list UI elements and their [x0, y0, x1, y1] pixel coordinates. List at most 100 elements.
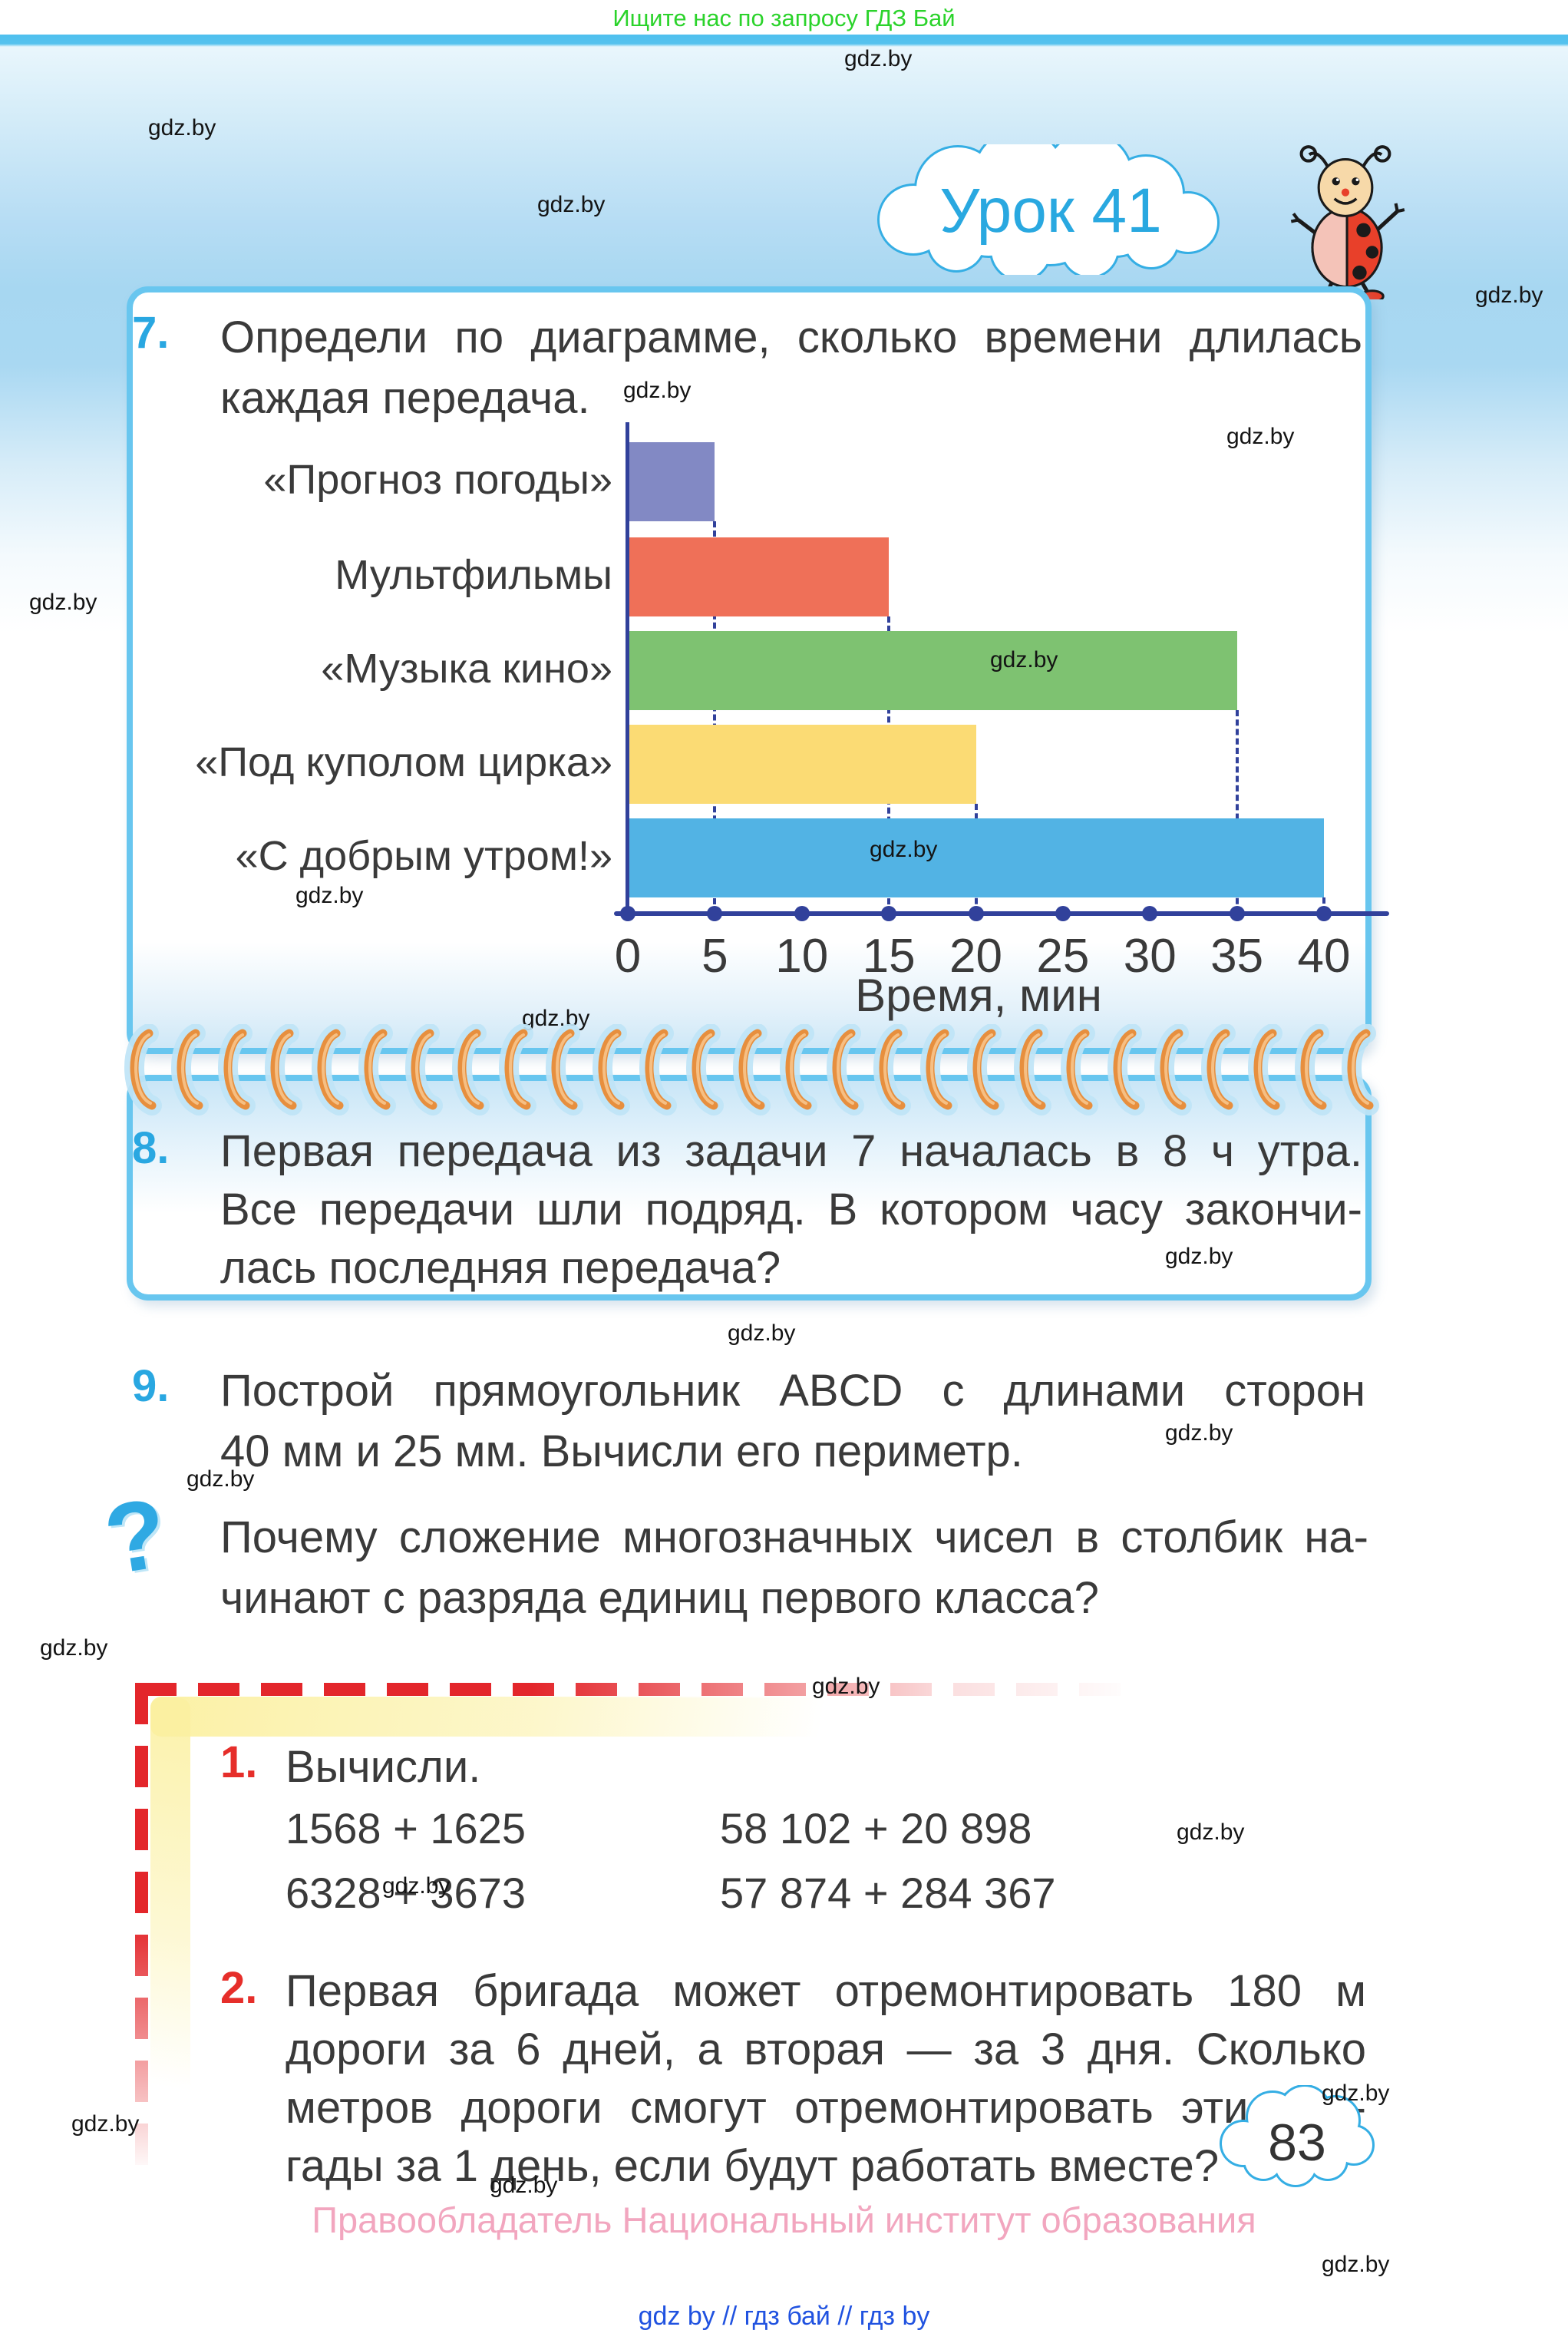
expression: 6328 + 3673	[286, 1869, 526, 1917]
chart-bar	[629, 818, 1324, 897]
text-line: лась последняя передача?	[220, 1243, 781, 1293]
frame-glow-horizontal	[150, 1697, 1010, 1737]
chart-dashed-guide	[1235, 710, 1239, 914]
chart-category-label: «Под куполом цирка»	[195, 739, 612, 785]
problem-2-text: Первая бригада может отремонтировать 180…	[286, 1962, 1366, 2196]
spiral-binding	[123, 1024, 1401, 1116]
chart-tick-label: 0	[614, 930, 642, 983]
chart-tick-label: 20	[949, 930, 1002, 983]
chart-category-label: «С добрым утром!»	[235, 832, 612, 879]
chart-bar	[629, 442, 715, 521]
page-number-cloud	[1220, 2085, 1375, 2187]
chart-tick-label: 10	[775, 930, 829, 983]
chart-axis-tick-dot	[968, 906, 984, 921]
expression: 58 102 + 20 898	[720, 1804, 1032, 1852]
watermark: gdz.by	[990, 647, 1058, 673]
text-line: дороги за 6 дней, а вторая — за 3 дня. С…	[286, 2024, 1366, 2074]
chart-category-label: «Прогноз погоды»	[263, 456, 612, 503]
watermark: gdz.by	[1165, 1244, 1233, 1269]
watermark: gdz.by	[382, 1873, 451, 1899]
watermark: gdz.by	[812, 1674, 880, 1699]
chart-axis-tick-dot	[620, 906, 635, 921]
problem-7-number: 7.	[132, 308, 170, 358]
chart-axis-tick-dot	[707, 906, 723, 921]
problem-9-number: 9.	[132, 1361, 170, 1411]
text-line: Все передачи шли подряд. В котором часу …	[220, 1185, 1362, 1234]
watermark: gdz.by	[537, 192, 606, 217]
problem-1-title: Вычисли.	[286, 1742, 481, 1792]
footer-links[interactable]: gdz by // гдз бай // гдз by	[638, 2302, 930, 2331]
lesson-cloud	[877, 144, 1220, 275]
problem-2-number: 2.	[220, 1963, 258, 2013]
watermark: gdz.by	[1322, 2252, 1390, 2277]
watermark: gdz.by	[1165, 1420, 1233, 1446]
watermark: gdz.by	[870, 837, 938, 862]
watermark: gdz.by	[623, 378, 692, 403]
watermark: gdz.by	[148, 115, 216, 140]
watermark: gdz.by	[844, 46, 913, 71]
watermark: gdz.by	[1226, 424, 1295, 449]
watermark: gdz.by	[71, 2111, 140, 2137]
watermark: gdz.by	[40, 1635, 108, 1661]
watermark: gdz.by	[29, 590, 97, 615]
promo-banner: Ищите нас по запросу ГДЗ Бай	[612, 5, 956, 31]
chart-axis-tick-dot	[1316, 906, 1332, 921]
chart-axis-tick-dot	[1055, 906, 1071, 921]
watermark: gdz.by	[1177, 1819, 1245, 1845]
problem-9-text: Построй прямоугольник ABCD с длинами сто…	[220, 1360, 1365, 1482]
chart-bar	[629, 537, 890, 616]
chart-tick-label: 25	[1036, 930, 1090, 983]
text-line: метров дороги смогут отремонтировать эти…	[286, 2083, 1366, 2133]
chart-tick-label: 30	[1123, 930, 1177, 983]
chart-axis-tick-dot	[794, 906, 810, 921]
dashed-frame-top-fade	[135, 1681, 1179, 1698]
chart-axis-tick-dot	[881, 906, 897, 921]
copyright-line: Правообладатель Национальный институт об…	[312, 2200, 1256, 2240]
text-line: Определи по диаграмме, сколько времени д…	[220, 312, 1362, 362]
text-line: Почему сложение многозначных чисел в сто…	[220, 1512, 1368, 1562]
chart-tick-label: 35	[1210, 930, 1264, 983]
text-line: чинают с разряда единиц первого класса?	[220, 1573, 1099, 1623]
expression: 57 874 + 284 367	[720, 1869, 1056, 1917]
problem-8-number: 8.	[132, 1123, 170, 1173]
text-line: Первая передача из задачи 7 началась в 8…	[220, 1126, 1362, 1176]
dashed-frame-left-fade	[134, 1919, 150, 2196]
question-text: Почему сложение многозначных чисел в сто…	[220, 1507, 1368, 1628]
watermark: gdz.by	[1322, 2081, 1390, 2106]
chart-y-axis	[626, 422, 629, 914]
chart-tick-label: 5	[701, 930, 728, 983]
chart-category-label: Мультфильмы	[335, 551, 612, 598]
problem-8-text: Первая передача из задачи 7 началась в 8…	[220, 1122, 1362, 1297]
watermark: gdz.by	[1475, 283, 1543, 308]
expression: 1568 + 1625	[286, 1804, 526, 1852]
chart-tick-label: 15	[862, 930, 916, 983]
chart-tick-label: 40	[1297, 930, 1351, 983]
chart-axis-tick-dot	[1142, 906, 1158, 921]
watermark: gdz.by	[522, 1006, 590, 1031]
text-line: каждая передача.	[220, 373, 590, 423]
problem-1-expressions-left: 1568 + 1625 6328 + 3673	[286, 1796, 526, 1925]
problem-1-number: 1.	[220, 1737, 258, 1787]
chart-axis-tick-dot	[1229, 906, 1245, 921]
problem-7-text: Определи по диаграмме, сколько времени д…	[220, 307, 1362, 428]
lesson-title: Урок 41	[939, 176, 1162, 246]
text-line: 40 мм и 25 мм. Вычисли его периметр.	[220, 1426, 1023, 1476]
watermark: gdz.by	[490, 2173, 558, 2198]
chart-bar	[629, 631, 1237, 710]
problem-1-expressions-right: 58 102 + 20 898 57 874 + 284 367	[720, 1796, 1056, 1925]
watermark: gdz.by	[728, 1320, 796, 1346]
chart-dashed-guide	[1322, 897, 1325, 914]
text-line: гады за 1 день, если будут работать вмес…	[286, 2141, 1220, 2191]
chart-x-axis-label: Время, мин	[855, 970, 1102, 1021]
text-line: Первая бригада может отремонтировать 180…	[286, 1966, 1366, 2016]
page-number: 83	[1268, 2114, 1326, 2172]
watermark: gdz.by	[187, 1466, 255, 1492]
frame-glow-vertical	[150, 1698, 190, 2128]
chart-x-axis	[614, 911, 1389, 916]
text-line: Построй прямоугольник ABCD с длинами сто…	[220, 1366, 1365, 1416]
watermark: gdz.by	[295, 883, 364, 908]
chart-dashed-guide	[713, 521, 717, 914]
